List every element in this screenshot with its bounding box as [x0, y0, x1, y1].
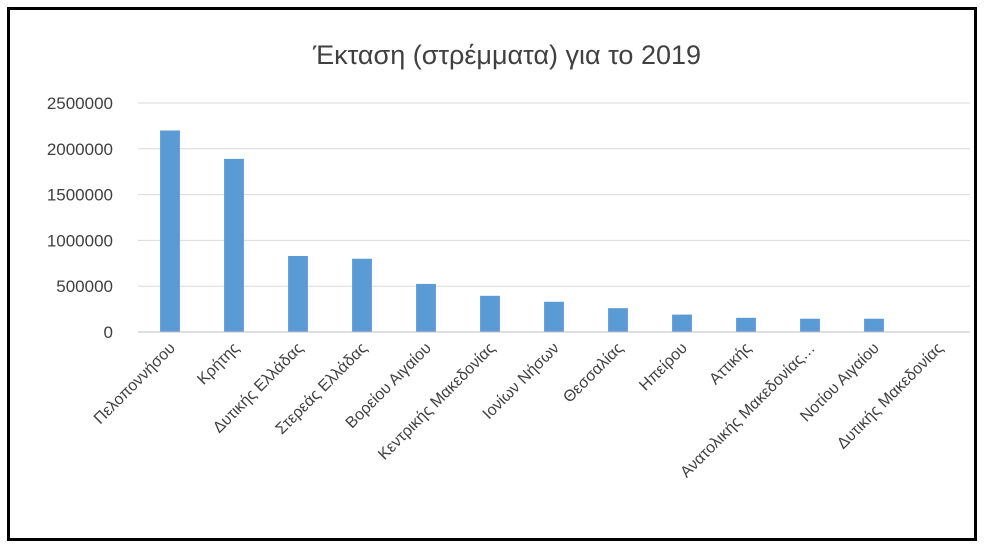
x-category-label: Δυτικής Μακεδονίας — [834, 340, 947, 453]
chart-title: Έκταση (στρέμματα) για το 2019 — [312, 40, 701, 70]
x-category-label: Κρήτης — [194, 340, 243, 389]
bar — [160, 130, 180, 332]
bar — [352, 258, 372, 332]
y-tick-label: 0 — [104, 323, 113, 342]
bar — [544, 301, 564, 332]
y-tick-label: 2000000 — [47, 140, 113, 159]
bar — [608, 308, 628, 332]
y-axis-ticks: 0 500000 1000000 1500000 2000000 2500000 — [47, 94, 113, 342]
chart-frame: Έκταση (στρέμματα) για το 2019 0 500000 10… — [7, 7, 977, 541]
x-category-label: Πελοποννήσου — [91, 340, 179, 428]
bar — [480, 295, 500, 332]
x-category-label: Αττικής — [706, 340, 755, 389]
x-category-label: Θεσσαλίας — [560, 340, 627, 407]
bar — [416, 283, 436, 332]
bar-chart: Έκταση (στρέμματα) για το 2019 0 500000 10… — [47, 40, 970, 482]
y-tick-label: 1500000 — [47, 186, 113, 205]
bar — [288, 255, 308, 332]
x-category-label: Ηπείρου — [636, 340, 690, 394]
bar — [736, 317, 756, 332]
gridlines — [138, 102, 970, 287]
y-tick-label: 1000000 — [47, 231, 113, 250]
x-category-label: Ανατολικής Μακεδονίας… — [677, 340, 818, 481]
bar — [224, 158, 244, 332]
y-tick-label: 500000 — [56, 277, 113, 296]
bar — [672, 314, 692, 332]
bars — [160, 130, 884, 332]
x-category-label: Κεντρικής Μακεδονίας — [375, 340, 499, 464]
bar — [864, 318, 884, 332]
bar — [800, 318, 820, 332]
y-tick-label: 2500000 — [47, 94, 113, 113]
